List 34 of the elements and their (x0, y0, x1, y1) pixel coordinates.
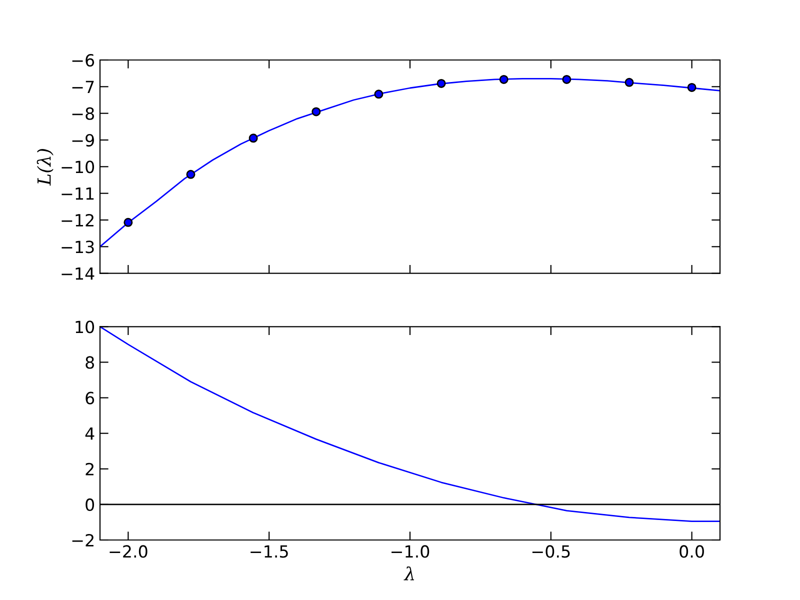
point (186, 170, 196, 179)
x-axis-title: λ (404, 566, 414, 580)
line-series (100, 78, 720, 248)
y-tick-label: −10 (62, 160, 94, 174)
y-tick-label: −12 (62, 214, 94, 226)
y-tick-label: −2 (72, 534, 94, 546)
x-tick-label: −0.5 (532, 545, 570, 558)
y-tick-label: −13 (62, 240, 94, 254)
y-tick-label: 6 (86, 392, 94, 404)
point (124, 218, 133, 227)
y-tick-label: −8 (72, 107, 94, 120)
y-tick-label: 10 (76, 320, 94, 334)
point (687, 82, 696, 92)
x-tick-label: −1.0 (392, 545, 430, 558)
point (499, 74, 508, 84)
x-tick-label: −1.5 (250, 545, 288, 558)
point (312, 107, 321, 116)
point (624, 78, 634, 87)
y-tick-label: 0 (86, 498, 94, 512)
y-tick-label: 8 (86, 356, 94, 369)
point (374, 90, 384, 99)
y-tick-label: 2 (86, 462, 94, 476)
x-tick-label: −2.0 (110, 545, 148, 558)
y-tick-label: −14 (62, 268, 94, 280)
y-tick-label: −6 (72, 54, 94, 67)
y-tick-label: 4 (85, 428, 94, 440)
y-axis-title: L(λ) (36, 149, 54, 186)
point (562, 74, 572, 84)
x-tick-label: 0.0 (680, 545, 704, 558)
y-tick-label: −9 (72, 134, 94, 147)
y-tick-label: −7 (72, 80, 94, 93)
point (436, 78, 446, 88)
point (248, 134, 258, 143)
y-tick-label: −11 (62, 188, 94, 200)
